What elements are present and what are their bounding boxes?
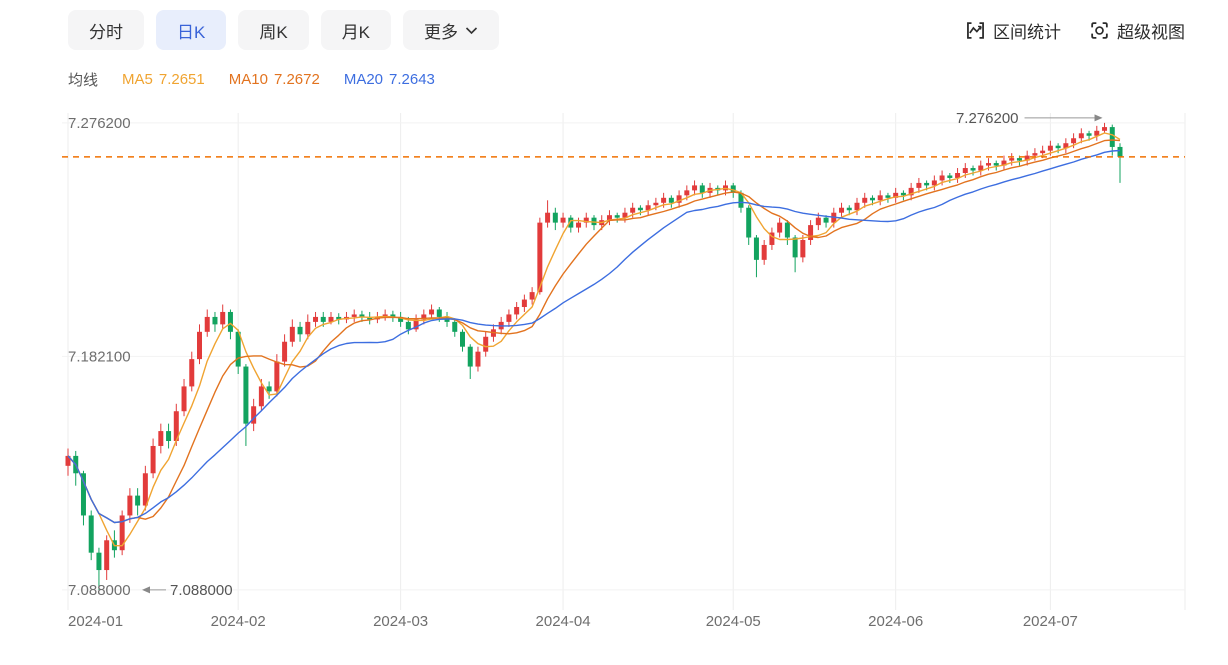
annotations: 7.276200 7.088000 bbox=[142, 110, 1103, 599]
ma5-legend-item: MA5 7.2651 bbox=[122, 71, 205, 88]
svg-text:2024-05: 2024-05 bbox=[706, 613, 761, 630]
ma5-label: MA5 bbox=[122, 71, 153, 88]
tab-monthly-k[interactable]: 月K bbox=[320, 10, 392, 50]
axis-labels: 7.276200 7.182100 7.088000 2024-01 2024-02 20… bbox=[68, 115, 1078, 630]
ma-lines bbox=[67, 132, 1121, 547]
ma5-value: 7.2651 bbox=[158, 71, 205, 88]
tab-minute-label: 分时 bbox=[89, 22, 123, 42]
svg-text:7.276200: 7.276200 bbox=[956, 110, 1019, 127]
chart-tools: 区间统计 超级视图 bbox=[965, 18, 1185, 43]
svg-text:7.088000: 7.088000 bbox=[68, 582, 131, 599]
range-stats-label: 区间统计 bbox=[993, 23, 1061, 42]
tab-monthly-k-label: 月K bbox=[341, 22, 371, 42]
tab-weekly-k-label: 周K bbox=[259, 22, 288, 42]
ma10-legend-item: MA10 7.2672 bbox=[229, 71, 320, 88]
super-view-icon bbox=[1091, 22, 1108, 39]
chart-period-toolbar: 分时 日K 周K 月K 更多 bbox=[68, 10, 500, 50]
svg-text:7.276200: 7.276200 bbox=[68, 115, 131, 132]
range-stats-icon bbox=[967, 22, 984, 39]
svg-text:2024-01: 2024-01 bbox=[68, 613, 123, 630]
svg-text:2024-07: 2024-07 bbox=[1023, 613, 1078, 630]
ma-legend-title: 均线 bbox=[68, 72, 99, 89]
tab-weekly-k[interactable]: 周K bbox=[238, 10, 309, 50]
range-stats-button[interactable]: 区间统计 bbox=[965, 18, 1061, 43]
super-view-button[interactable]: 超级视图 bbox=[1089, 18, 1185, 43]
chevron-down-icon bbox=[465, 26, 478, 34]
tab-minute[interactable]: 分时 bbox=[68, 10, 144, 50]
more-button[interactable]: 更多 bbox=[403, 10, 500, 50]
svg-text:2024-02: 2024-02 bbox=[211, 613, 266, 630]
ma20-label: MA20 bbox=[343, 71, 384, 88]
svg-text:2024-04: 2024-04 bbox=[536, 613, 591, 630]
ma-legend: 均线 MA5 7.2651 MA10 7.2672 MA20 7.2643 bbox=[68, 69, 435, 90]
ma10-value: 7.2672 bbox=[273, 71, 320, 88]
ma20-value: 7.2643 bbox=[389, 71, 435, 88]
svg-text:7.182100: 7.182100 bbox=[68, 348, 131, 365]
ma10-label: MA10 bbox=[228, 71, 268, 88]
gridlines bbox=[62, 113, 1186, 610]
svg-text:2024-06: 2024-06 bbox=[868, 613, 923, 630]
super-view-label: 超级视图 bbox=[1117, 23, 1185, 42]
more-button-label: 更多 bbox=[424, 22, 459, 42]
svg-text:2024-03: 2024-03 bbox=[373, 613, 428, 630]
tab-daily-k-label: 日K bbox=[177, 22, 206, 42]
tab-daily-k[interactable]: 日K bbox=[156, 10, 227, 50]
svg-text:7.088000: 7.088000 bbox=[170, 582, 233, 599]
ma20-legend-item: MA20 7.2643 bbox=[344, 71, 435, 88]
candlestick-chart[interactable]: 7.276200 7.182100 7.088000 2024-01 2024-02 20… bbox=[0, 105, 1228, 665]
